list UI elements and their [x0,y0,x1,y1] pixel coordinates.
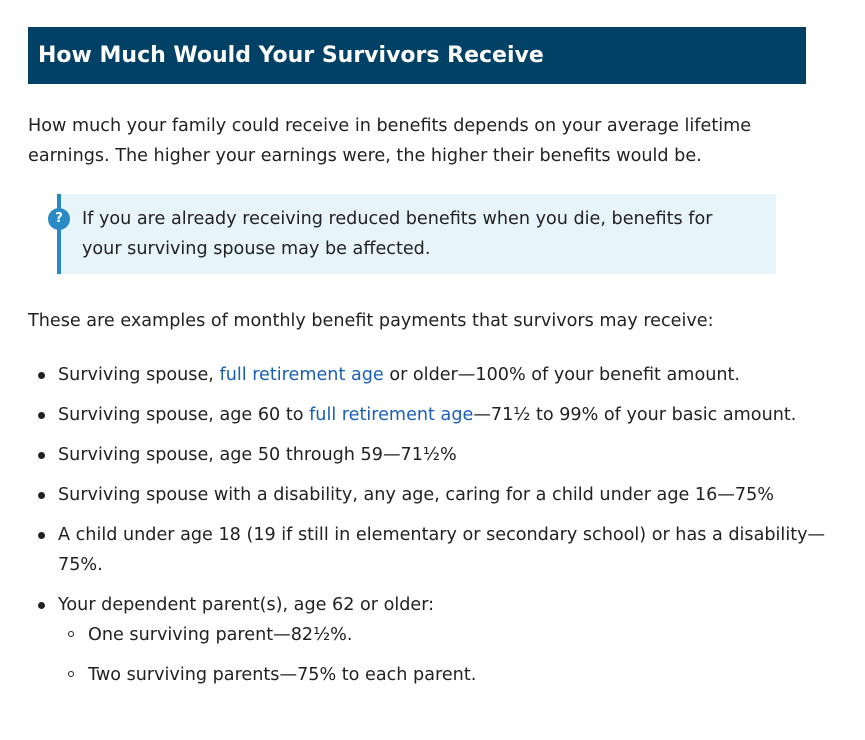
list-item-text: or older—100% of your benefit amount. [383,365,740,385]
intro-paragraph: How much your family could receive in be… [28,116,752,166]
list-item-text: —71½ to 99% of your basic amount. [473,405,797,425]
callout-text: If you are already receiving reduced ben… [82,209,713,259]
sublist-item: One surviving parent—82½%. [68,620,838,650]
list-item-text: Your dependent parent(s), age 62 or olde… [58,595,435,615]
section-header: How Much Would Your Survivors Receive [28,27,806,84]
list-item: Surviving spouse, age 60 to full retirem… [38,400,838,430]
question-icon: ? [48,208,70,230]
list-item: A child under age 18 (19 if still in ele… [38,520,838,580]
page-title: How Much Would Your Survivors Receive [38,43,544,68]
full-retirement-age-link[interactable]: full retirement age [309,405,474,425]
list-item-text: Surviving spouse, [58,365,220,385]
list-item-text: Surviving spouse, age 50 through 59—71½% [58,445,457,465]
sublist-item: Two surviving parents—75% to each parent… [68,660,838,690]
list-item-text: A child under age 18 (19 if still in ele… [58,525,826,575]
list-item: Surviving spouse with a disability, any … [38,480,838,510]
list-item: Surviving spouse, age 50 through 59—71½% [38,440,838,470]
list-item: Surviving spouse, full retirement age or… [38,360,838,390]
parent-sublist: One surviving parent—82½%. Two surviving… [58,620,838,690]
full-retirement-age-link[interactable]: full retirement age [219,365,384,385]
examples-lead: These are examples of monthly benefit pa… [28,311,714,331]
info-callout: ? If you are already receiving reduced b… [48,194,776,274]
list-item-text: Surviving spouse with a disability, any … [58,485,774,505]
benefit-list: Surviving spouse, full retirement age or… [28,360,838,700]
list-item-text: Surviving spouse, age 60 to [58,405,310,425]
list-item: Your dependent parent(s), age 62 or olde… [38,590,838,690]
